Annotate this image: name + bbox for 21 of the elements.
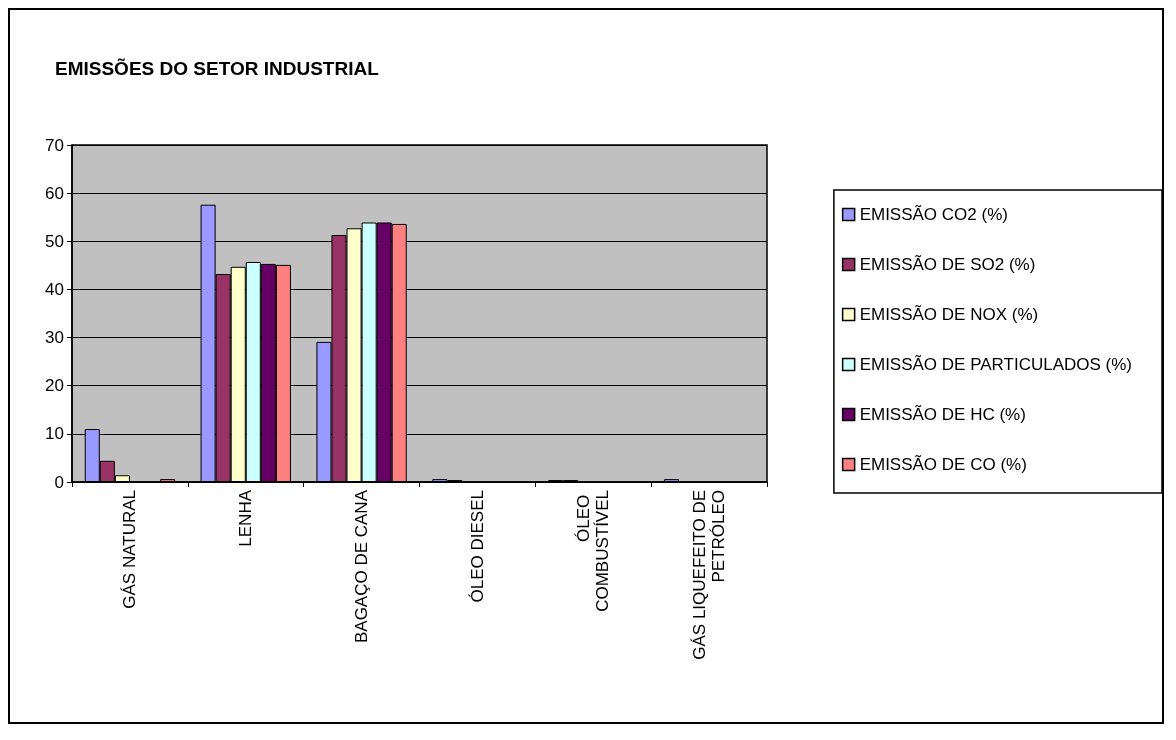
y-tick-label: 50 xyxy=(45,231,64,251)
legend-label: EMISSÃO DE NOX (%) xyxy=(859,305,1039,324)
legend-label: EMISSÃO DE CO (%) xyxy=(859,455,1027,474)
x-tick-label: GÁS NATURAL xyxy=(120,490,140,609)
legend-label: EMISSÃO DE HC (%) xyxy=(859,405,1026,424)
x-tick-label: ÓLEO COMBUSTÍVEL xyxy=(574,490,613,612)
y-tick-label: 20 xyxy=(45,376,64,396)
x-tick-label: LENHA xyxy=(236,489,256,547)
y-tick-label: 60 xyxy=(45,183,64,203)
x-tick-label: ÓLEO DIESEL xyxy=(467,490,487,603)
x-tick-label: GÁS LIQUEFEITO DE PETRÓLEO xyxy=(690,490,729,660)
y-tick-label: 70 xyxy=(45,135,64,155)
legend-label: EMISSÃO CO2 (%) xyxy=(859,205,1008,224)
y-tick-label: 40 xyxy=(45,279,64,299)
y-tick-label: 30 xyxy=(45,328,64,348)
x-tick-label: BAGAÇO DE CANA xyxy=(352,489,372,644)
y-tick-label: 0 xyxy=(54,472,64,492)
legend-label: EMISSÃO DE PARTICULADOS (%) xyxy=(859,355,1133,374)
y-tick-label: 10 xyxy=(45,424,64,444)
legend-label: EMISSÃO DE SO2 (%) xyxy=(859,255,1036,274)
chart-title: EMISSÕES DO SETOR INDUSTRIAL xyxy=(55,58,380,79)
